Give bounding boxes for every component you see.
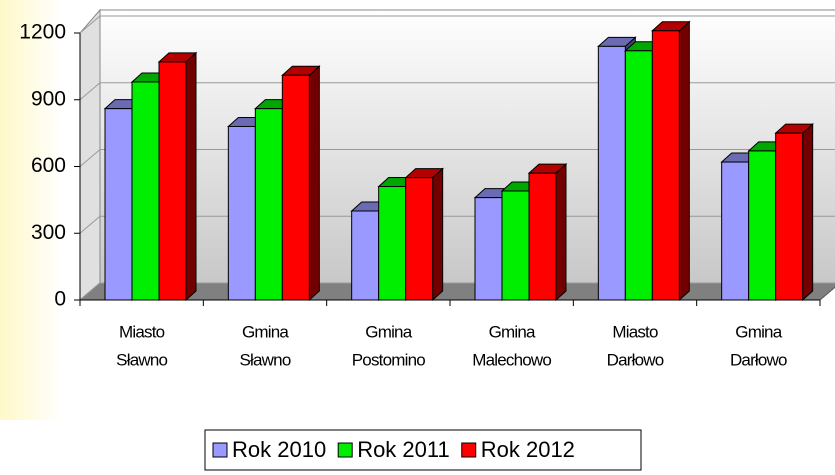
x-tick-label: Miasto	[119, 322, 165, 341]
bar	[528, 172, 557, 301]
left-panel	[0, 0, 62, 420]
bar	[281, 74, 310, 301]
bar	[597, 45, 626, 301]
grid-line	[79, 15, 101, 34]
bar-side	[185, 51, 197, 302]
bar-side	[802, 123, 814, 302]
bar-side	[308, 65, 320, 302]
bar-side	[555, 163, 567, 302]
bar	[378, 186, 407, 301]
bar	[721, 161, 750, 301]
bar	[351, 210, 380, 301]
y-tick-label: 600	[31, 154, 66, 177]
bar	[104, 108, 133, 301]
legend	[204, 429, 642, 471]
bar	[501, 190, 530, 301]
x-tick-label: Gmina	[242, 322, 289, 341]
x-tick-label: Gmina	[365, 322, 412, 341]
x-tick-label: Gmina	[735, 322, 782, 341]
bar	[775, 132, 804, 301]
legend-swatch	[212, 442, 228, 458]
legend-label: Rok 2012	[481, 437, 575, 462]
grid-line	[79, 215, 101, 234]
bar	[254, 108, 283, 301]
bar	[227, 125, 256, 301]
grid-line	[79, 82, 101, 101]
y-tick-label: 300	[31, 221, 66, 244]
legend-label: Rok 2010	[232, 437, 326, 462]
x-tick-label: Postomino	[352, 350, 425, 369]
bar-side	[678, 20, 690, 302]
bar	[624, 50, 653, 301]
x-tick-label: Miasto	[612, 322, 658, 341]
side-wall	[79, 8, 101, 302]
y-tick-label: 1200	[19, 21, 66, 44]
legend-label: Rok 2011	[357, 437, 450, 462]
bar	[158, 61, 187, 301]
y-tick-label: 0	[54, 288, 66, 311]
y-tick-label: 900	[31, 87, 66, 110]
bar-side	[432, 167, 444, 302]
grid-line	[79, 282, 101, 301]
bar	[651, 30, 680, 301]
x-tick-label: Sławno	[240, 350, 291, 369]
bar	[131, 81, 160, 301]
x-tick-label: Gmina	[489, 322, 536, 341]
x-tick-label: Darłowo	[607, 350, 664, 369]
bar	[748, 150, 777, 301]
bar	[474, 197, 503, 301]
bar	[405, 177, 434, 301]
x-tick-label: Darłowo	[730, 350, 787, 369]
x-tick-label: Sławno	[116, 350, 167, 369]
grid-line	[79, 149, 101, 167]
x-tick-label: Malechowo	[472, 350, 551, 369]
legend-swatch	[337, 442, 353, 458]
legend-swatch	[461, 442, 477, 458]
